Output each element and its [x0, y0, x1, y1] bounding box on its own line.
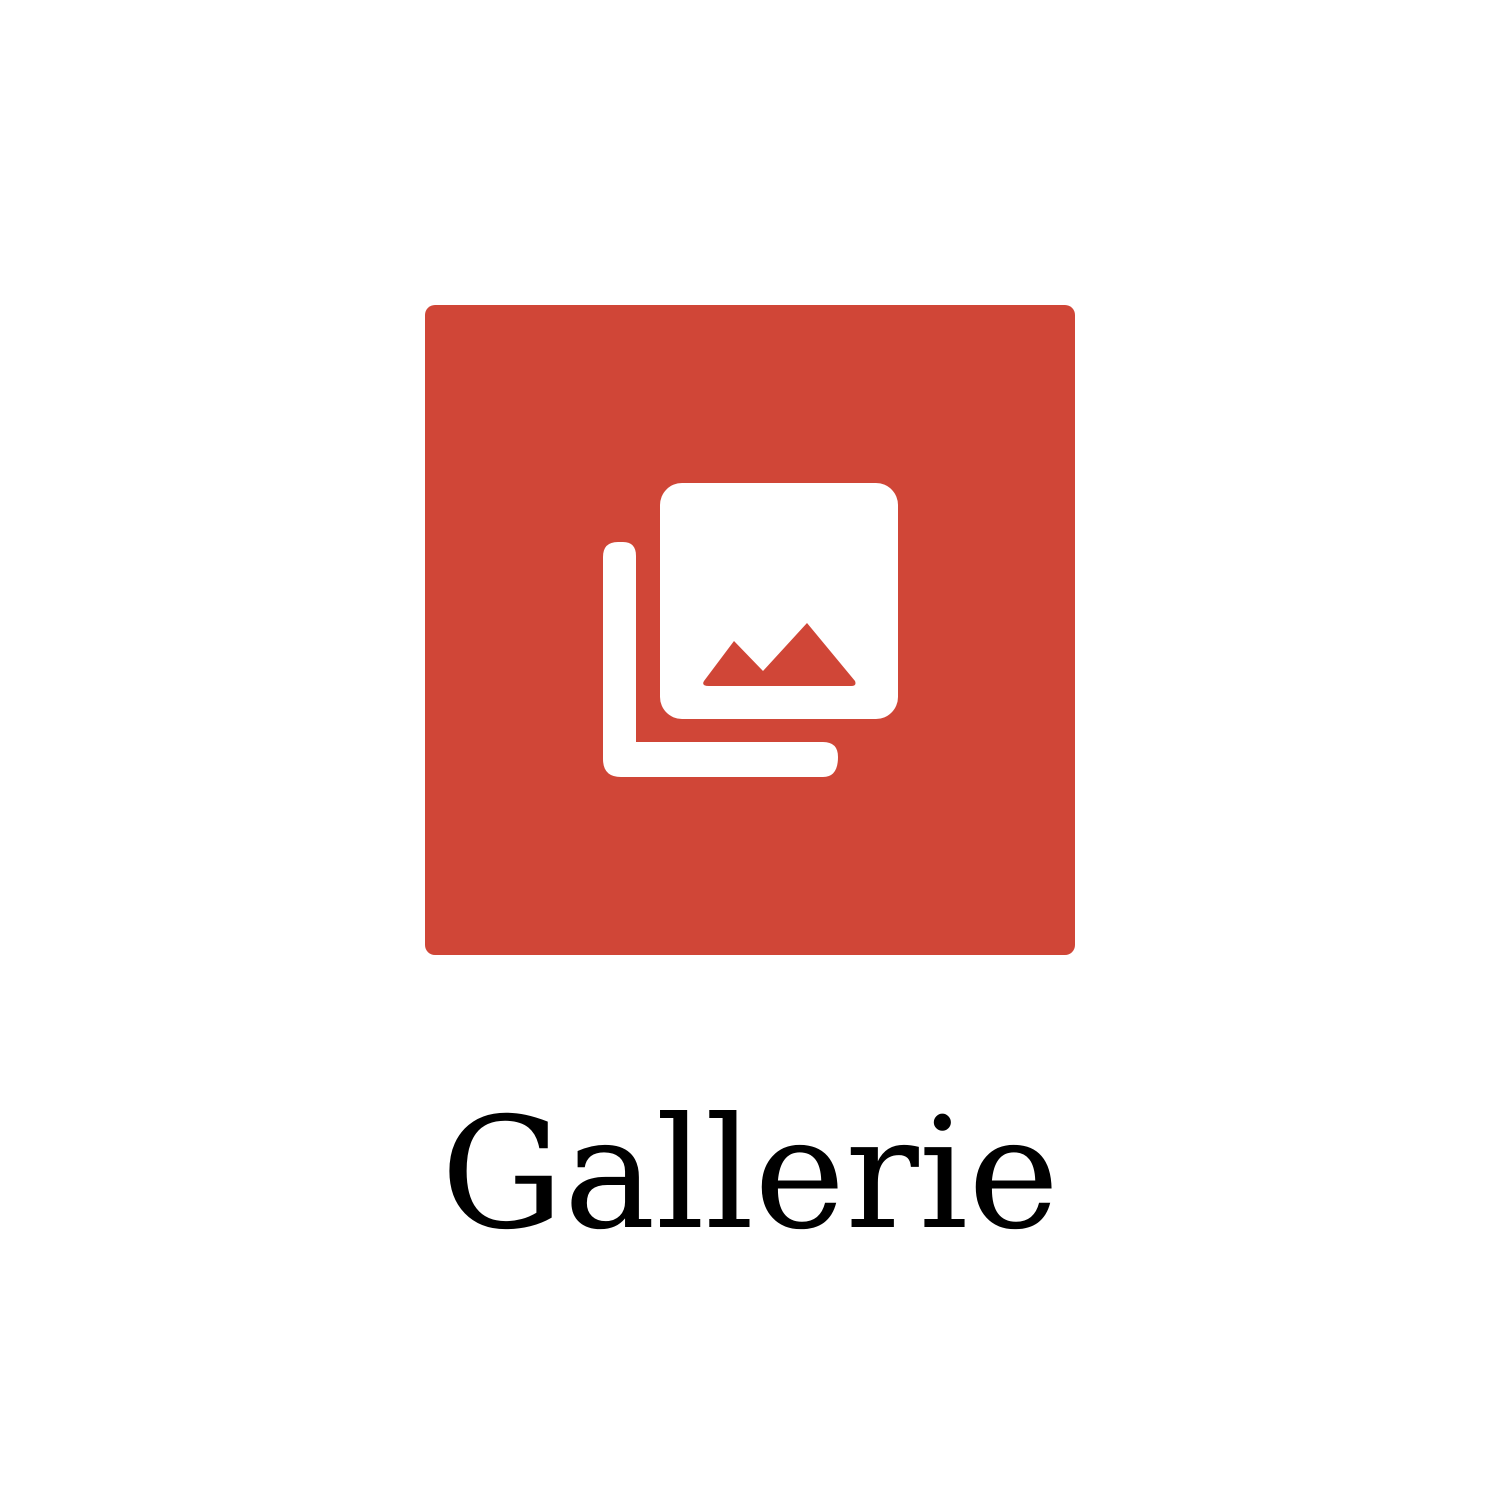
- mountains-shape: [703, 623, 856, 686]
- app-label: Gallerie: [440, 1085, 1060, 1264]
- stack-bracket-shape: [603, 542, 838, 777]
- photo-frame-shape: [660, 483, 898, 719]
- gallery-icon: [425, 305, 1075, 955]
- app-icon-tile[interactable]: [425, 305, 1075, 955]
